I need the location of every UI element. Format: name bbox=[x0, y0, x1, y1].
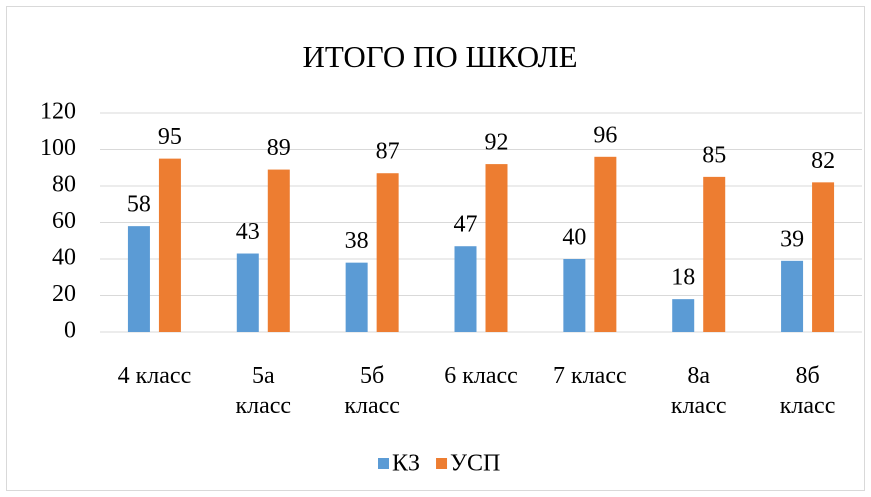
y-tick-label: 20 bbox=[52, 281, 76, 307]
chart-title: ИТОГО ПО ШКОЛЕ bbox=[302, 39, 577, 74]
legend-swatch bbox=[436, 458, 448, 469]
data-label: 47 bbox=[454, 212, 478, 238]
legend-label: КЗ bbox=[392, 451, 420, 477]
y-tick-label: 40 bbox=[52, 245, 76, 271]
data-label: 87 bbox=[376, 139, 400, 165]
bar bbox=[454, 246, 477, 332]
x-tick-label: 7 класс bbox=[553, 363, 627, 389]
bar bbox=[781, 260, 804, 332]
bar bbox=[158, 158, 181, 332]
bar bbox=[703, 176, 726, 332]
y-tick-label: 0 bbox=[64, 318, 76, 344]
data-label: 58 bbox=[127, 192, 151, 218]
data-label: 39 bbox=[780, 226, 804, 252]
bar bbox=[236, 253, 259, 332]
x-tick-label: 8б класс bbox=[779, 363, 836, 419]
bar bbox=[127, 226, 150, 332]
legend-label: УСП bbox=[450, 451, 500, 477]
data-label: 18 bbox=[671, 265, 695, 291]
data-label: 85 bbox=[702, 142, 726, 168]
x-tick-label: 4 класс bbox=[117, 363, 192, 389]
x-tick-label: 5б класс bbox=[344, 363, 400, 419]
legend-swatch bbox=[378, 458, 389, 469]
data-label: 40 bbox=[562, 225, 586, 251]
data-label: 92 bbox=[485, 130, 509, 156]
y-tick-label: 120 bbox=[40, 99, 76, 125]
data-label: 96 bbox=[593, 122, 617, 148]
bar bbox=[672, 299, 695, 332]
y-tick-label: 100 bbox=[40, 135, 76, 161]
data-label: 89 bbox=[267, 135, 291, 161]
bar bbox=[812, 182, 835, 332]
data-label: 43 bbox=[236, 219, 260, 245]
data-label: 82 bbox=[811, 148, 835, 174]
x-tick-label: 8а класс bbox=[670, 363, 727, 419]
x-tick-label: 6 класс bbox=[444, 363, 518, 389]
bar bbox=[267, 169, 290, 332]
bar bbox=[345, 262, 368, 332]
data-label: 38 bbox=[345, 228, 369, 254]
bar bbox=[594, 156, 617, 332]
bar bbox=[485, 164, 508, 332]
data-label: 95 bbox=[158, 124, 182, 150]
y-tick-label: 80 bbox=[52, 172, 76, 198]
x-tick-label: 5а класс bbox=[235, 363, 292, 419]
y-tick-label: 60 bbox=[52, 208, 76, 234]
bar bbox=[563, 259, 586, 332]
bar bbox=[376, 173, 399, 332]
